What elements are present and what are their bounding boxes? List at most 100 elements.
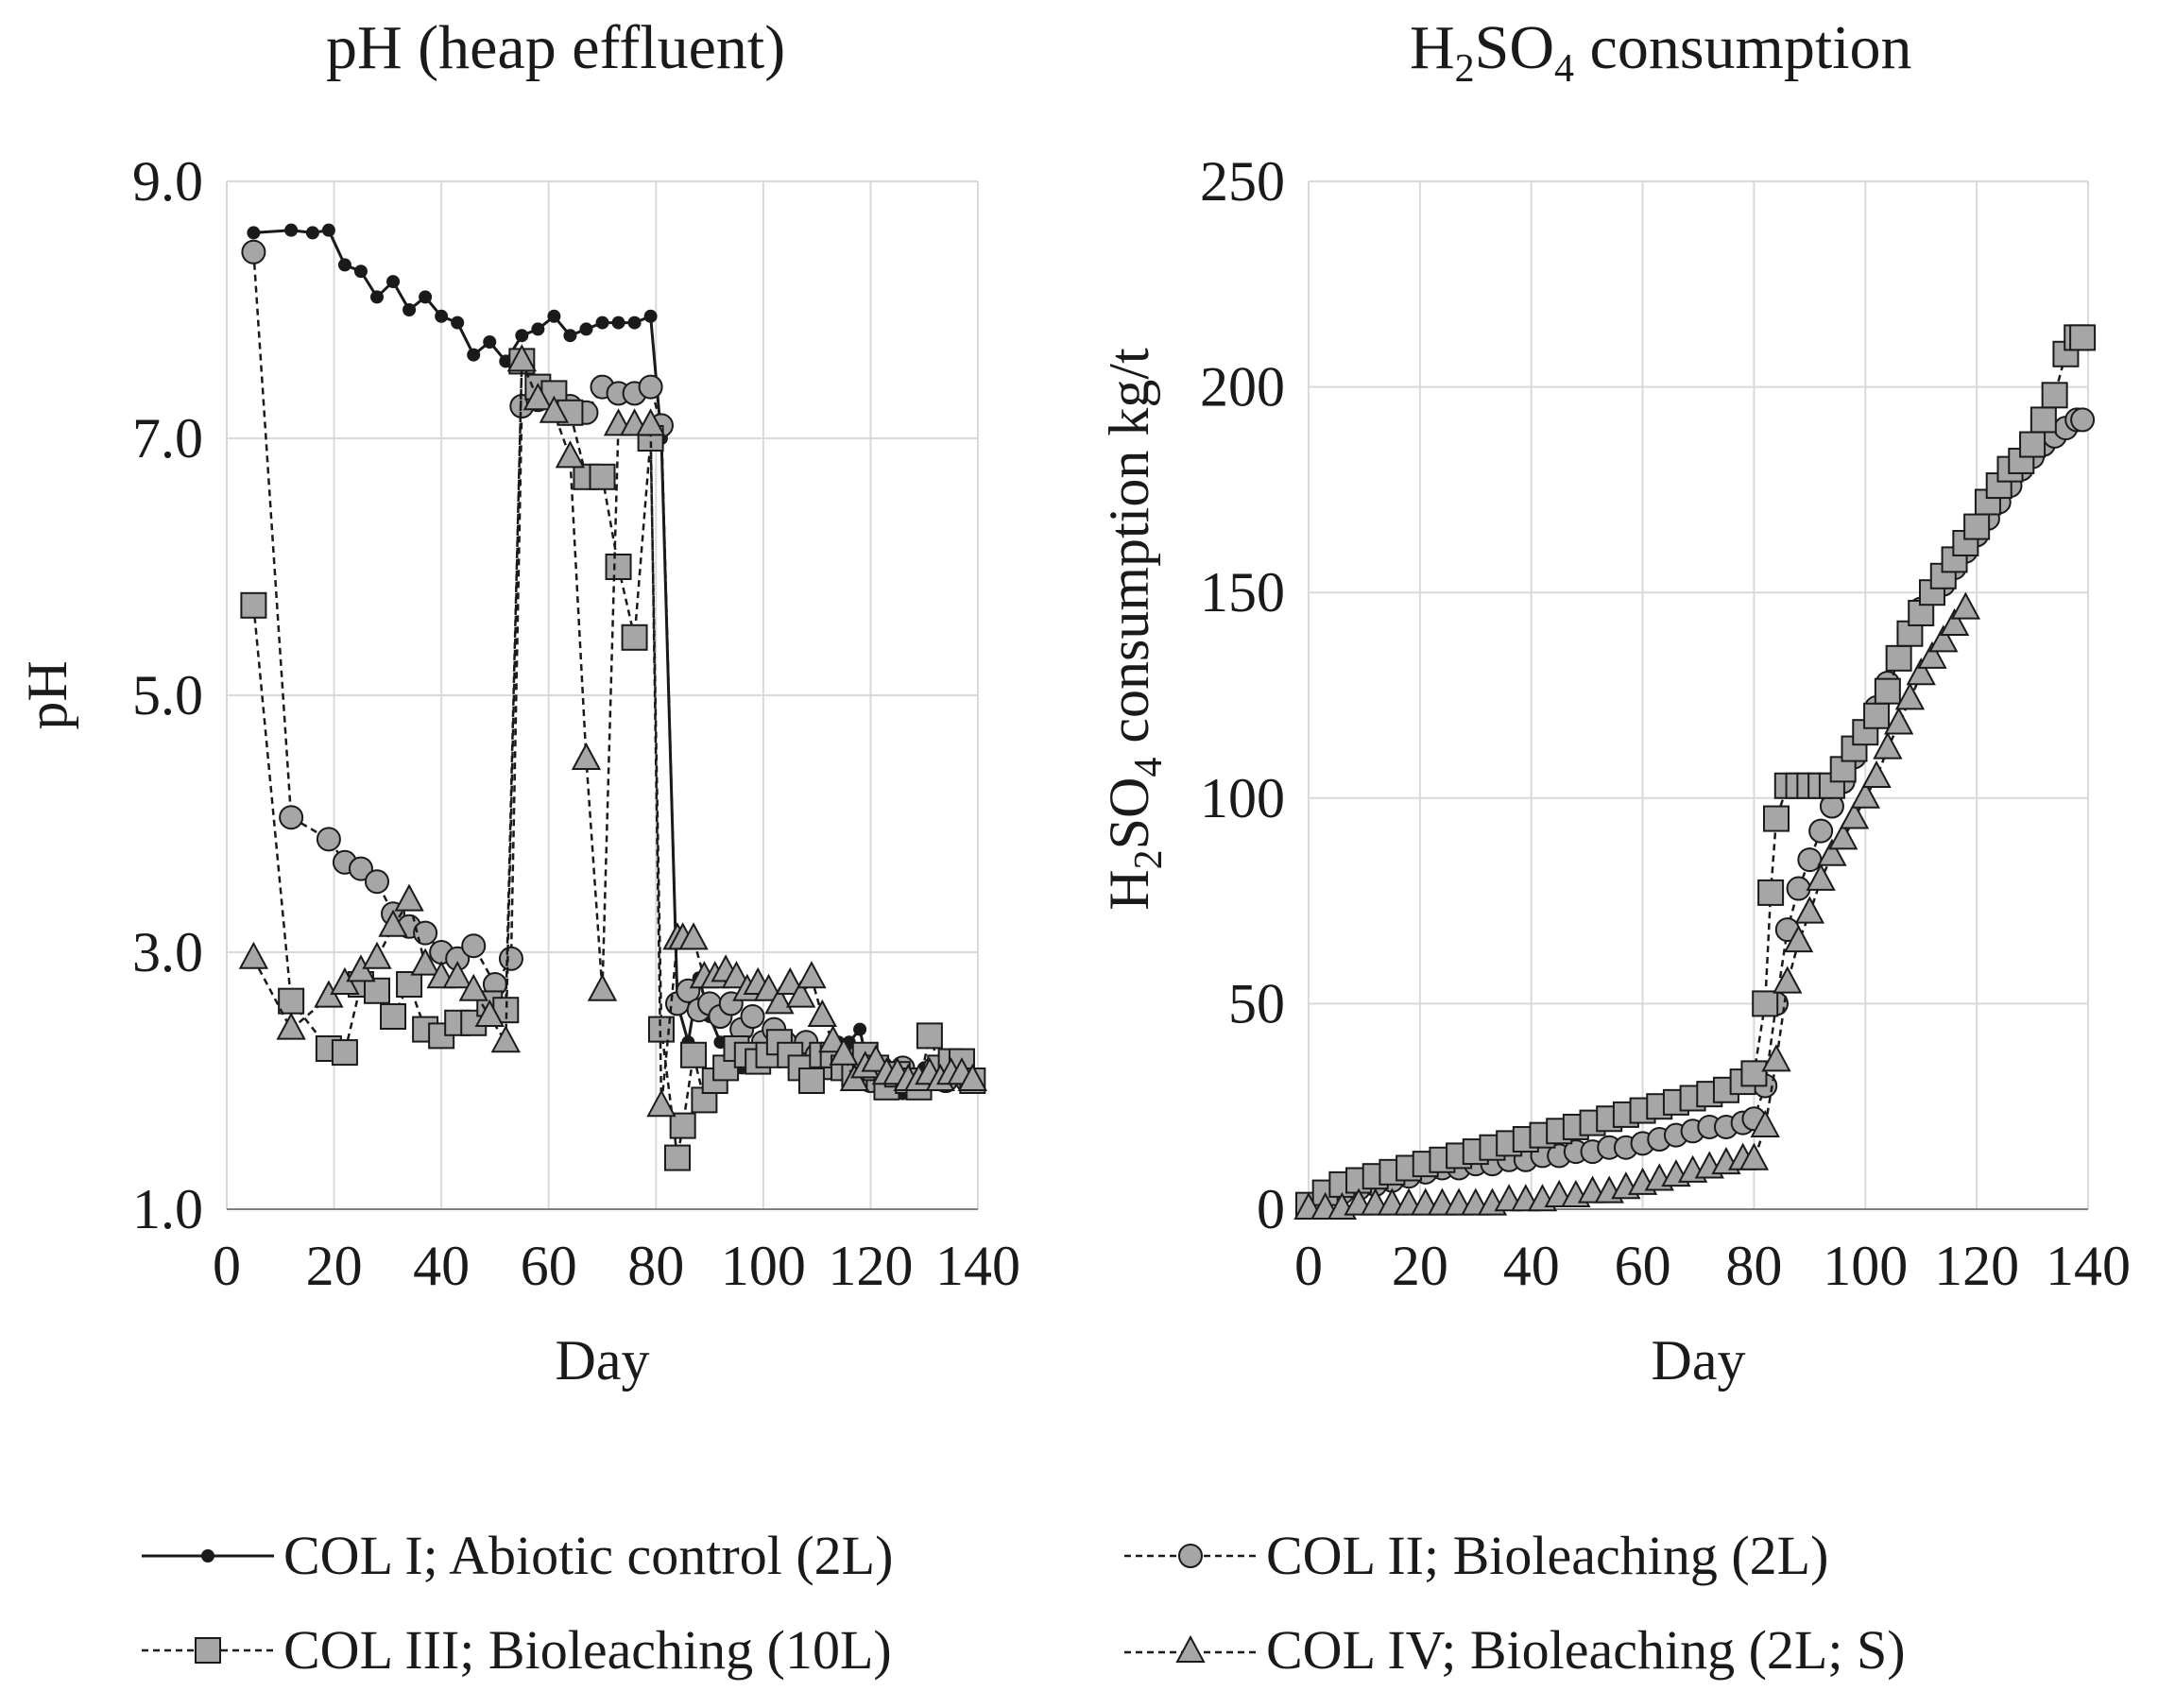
data-point <box>775 966 805 995</box>
data-point <box>587 973 618 1001</box>
data-point <box>764 986 795 1015</box>
series-line <box>1308 336 2083 1206</box>
x-tick-label: 120 <box>1934 1235 2019 1297</box>
ph-chart-title: pH (heap effluent) <box>326 13 786 82</box>
y-tick-label: 9.0 <box>132 150 203 213</box>
data-point <box>515 329 529 343</box>
x-tick-label: 100 <box>721 1235 806 1297</box>
data-point <box>1740 1060 1768 1087</box>
data-point <box>1786 876 1811 901</box>
data-point <box>490 1025 521 1053</box>
data-point <box>305 226 319 240</box>
data-point <box>238 941 269 969</box>
data-point <box>467 348 481 362</box>
data-point <box>1817 838 1847 866</box>
x-tick-label: 140 <box>935 1235 1020 1297</box>
data-point <box>276 1012 306 1040</box>
y-tick-label: 250 <box>1200 150 1285 213</box>
data-point <box>1873 731 1903 760</box>
ph-chart: 0 20 40 60 80 100 120 140 1.0 3.0 5.0 7.0 9.0 Day pH <box>16 150 1020 1392</box>
data-point <box>785 980 816 1008</box>
data-point <box>419 290 433 304</box>
data-point <box>413 920 438 946</box>
y-tick-label: 150 <box>1200 561 1285 623</box>
data-point <box>579 322 593 336</box>
x-tick-label: 20 <box>306 1235 363 1297</box>
x-tick-label: 40 <box>413 1235 470 1297</box>
y-tick-label: 50 <box>1228 972 1285 1034</box>
data-point <box>1861 760 1892 789</box>
data-point <box>2019 431 2047 458</box>
y-tick-label: 1.0 <box>132 1178 203 1240</box>
data-point <box>498 946 523 971</box>
x-tick-label: 80 <box>627 1235 684 1297</box>
data-point <box>740 1004 765 1029</box>
data-point <box>474 999 505 1027</box>
y-tick-label: 5.0 <box>132 664 203 726</box>
data-point <box>1950 591 1981 620</box>
y-tick-label: 200 <box>1200 356 1285 418</box>
data-point <box>337 258 351 272</box>
data-point <box>1806 863 1836 891</box>
x-tick-label: 120 <box>828 1235 913 1297</box>
data-point <box>664 1144 691 1171</box>
data-point <box>797 1068 825 1094</box>
x-tick-label: 60 <box>1615 1235 1671 1297</box>
data-point <box>442 961 472 989</box>
data-point <box>680 1041 708 1068</box>
data-point <box>861 1044 891 1072</box>
data-point <box>589 463 616 490</box>
data-point <box>605 554 632 580</box>
data-point <box>240 591 267 619</box>
data-point <box>669 1112 696 1139</box>
data-point <box>957 1063 987 1091</box>
data-point <box>796 961 827 989</box>
data-point <box>2070 407 2096 433</box>
data-point <box>410 948 440 976</box>
data-point <box>829 1037 859 1066</box>
series <box>240 348 986 1171</box>
data-point <box>394 883 424 912</box>
data-point <box>458 973 488 1001</box>
data-point <box>1761 1044 1791 1072</box>
data-point <box>555 440 586 469</box>
data-point <box>396 971 423 998</box>
data-point <box>1885 644 1912 672</box>
data-point <box>721 961 752 989</box>
data-point <box>348 856 373 881</box>
data-point <box>1894 682 1926 710</box>
data-point <box>247 226 261 240</box>
data-point <box>678 922 709 950</box>
acid-chart-title: H2SO4 consumption <box>1410 13 1912 92</box>
data-point <box>1906 658 1936 686</box>
data-point <box>483 335 497 349</box>
data-point <box>1850 780 1880 809</box>
data-point <box>753 973 784 1001</box>
data-point <box>563 329 577 343</box>
y-tick-label: 7.0 <box>132 407 203 470</box>
data-point <box>621 623 648 651</box>
data-point <box>531 322 545 336</box>
data-point <box>1963 513 1991 540</box>
data-point <box>1839 801 1870 829</box>
data-point <box>522 383 554 411</box>
data-point <box>364 977 390 1004</box>
data-point <box>380 1003 407 1030</box>
data-point <box>321 223 335 237</box>
data-point <box>818 1025 848 1053</box>
x-tick-label: 80 <box>1725 1235 1782 1297</box>
data-point <box>278 987 305 1015</box>
data-point <box>461 933 487 959</box>
series <box>1293 591 1981 1220</box>
series <box>238 344 987 1118</box>
data-point <box>365 869 389 895</box>
data-point <box>638 374 663 400</box>
data-point <box>451 316 465 330</box>
data-point <box>611 316 625 330</box>
data-point <box>853 1022 867 1036</box>
data-point <box>1874 677 1901 705</box>
x-tick-label: 140 <box>2046 1235 2131 1297</box>
data-point <box>643 309 658 323</box>
y-axis-label: H2SO4 consumption kg/t <box>1098 348 1171 911</box>
